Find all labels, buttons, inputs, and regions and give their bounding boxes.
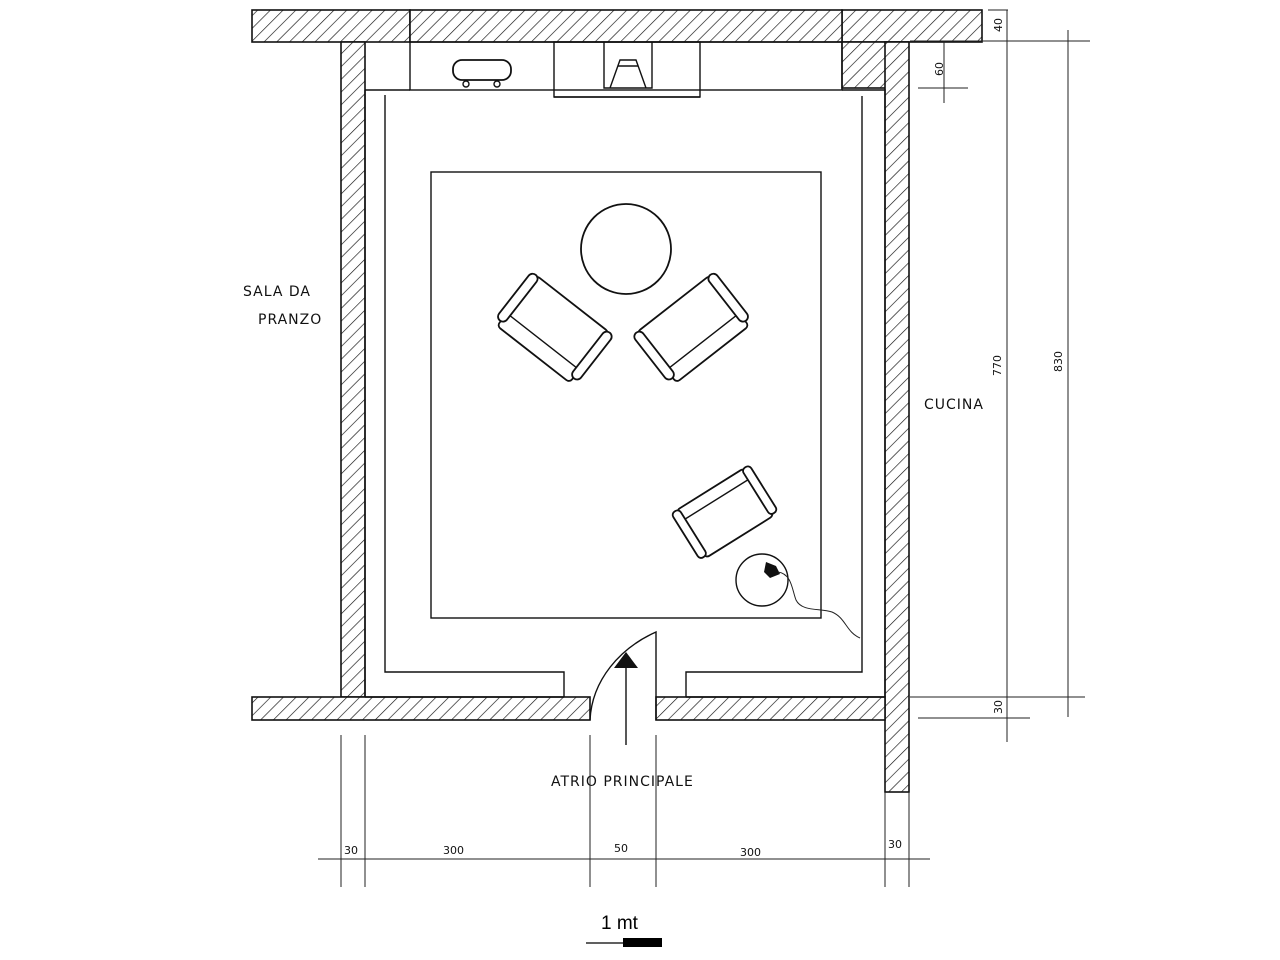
scale-bar: 1 mt <box>586 913 662 947</box>
top-wall-left <box>251 9 411 43</box>
side-table-lamp <box>735 553 861 639</box>
walls <box>251 9 983 793</box>
dim-door-width: 50 <box>614 842 628 855</box>
lamp-icon <box>764 562 780 578</box>
fireplace-hearth <box>603 42 653 89</box>
label-atrio: ATRIO PRINCIPALE <box>551 774 694 790</box>
armchair-bottom <box>671 465 778 559</box>
shelf-object-icon <box>452 59 512 81</box>
label-sala-line2: PRANZO <box>258 312 322 328</box>
round-table <box>580 203 672 295</box>
label-sala-line1: SALA DA <box>243 284 311 300</box>
top-shelf <box>409 41 843 98</box>
dim-left-span: 300 <box>443 844 464 857</box>
room-inner-outline <box>364 89 886 698</box>
armchair-left <box>497 272 613 382</box>
left-wall <box>340 41 366 698</box>
entry-arrow-icon <box>614 652 638 668</box>
top-wall-right <box>841 9 983 43</box>
dim-left-wall-width: 30 <box>344 844 358 857</box>
dim-right-span: 300 <box>740 846 761 859</box>
side-table <box>735 553 789 607</box>
entrance-door <box>589 630 657 745</box>
right-dimensions <box>910 9 1090 742</box>
dim-total-length: 830 <box>1052 351 1065 372</box>
scale-label: 1 mt <box>601 913 639 934</box>
bottom-wall-right <box>655 696 886 721</box>
dim-right-wall-width: 30 <box>888 838 902 851</box>
right-wall <box>884 41 910 793</box>
dim-shelf-depth: 60 <box>933 62 946 76</box>
fireplace <box>553 41 701 98</box>
dim-bottom-wall: 30 <box>992 700 1005 714</box>
rug <box>430 171 822 619</box>
lamp-cord <box>777 571 861 639</box>
top-wall-middle <box>409 9 843 43</box>
armchair-right <box>633 272 749 382</box>
bottom-dimensions <box>318 735 930 887</box>
bottom-wall-left <box>251 696 591 721</box>
scale-bar-fill <box>623 938 662 947</box>
dim-top-wall: 40 <box>992 18 1005 32</box>
label-cucina: CUCINA <box>924 397 984 413</box>
dim-inner-length: 770 <box>991 355 1004 376</box>
